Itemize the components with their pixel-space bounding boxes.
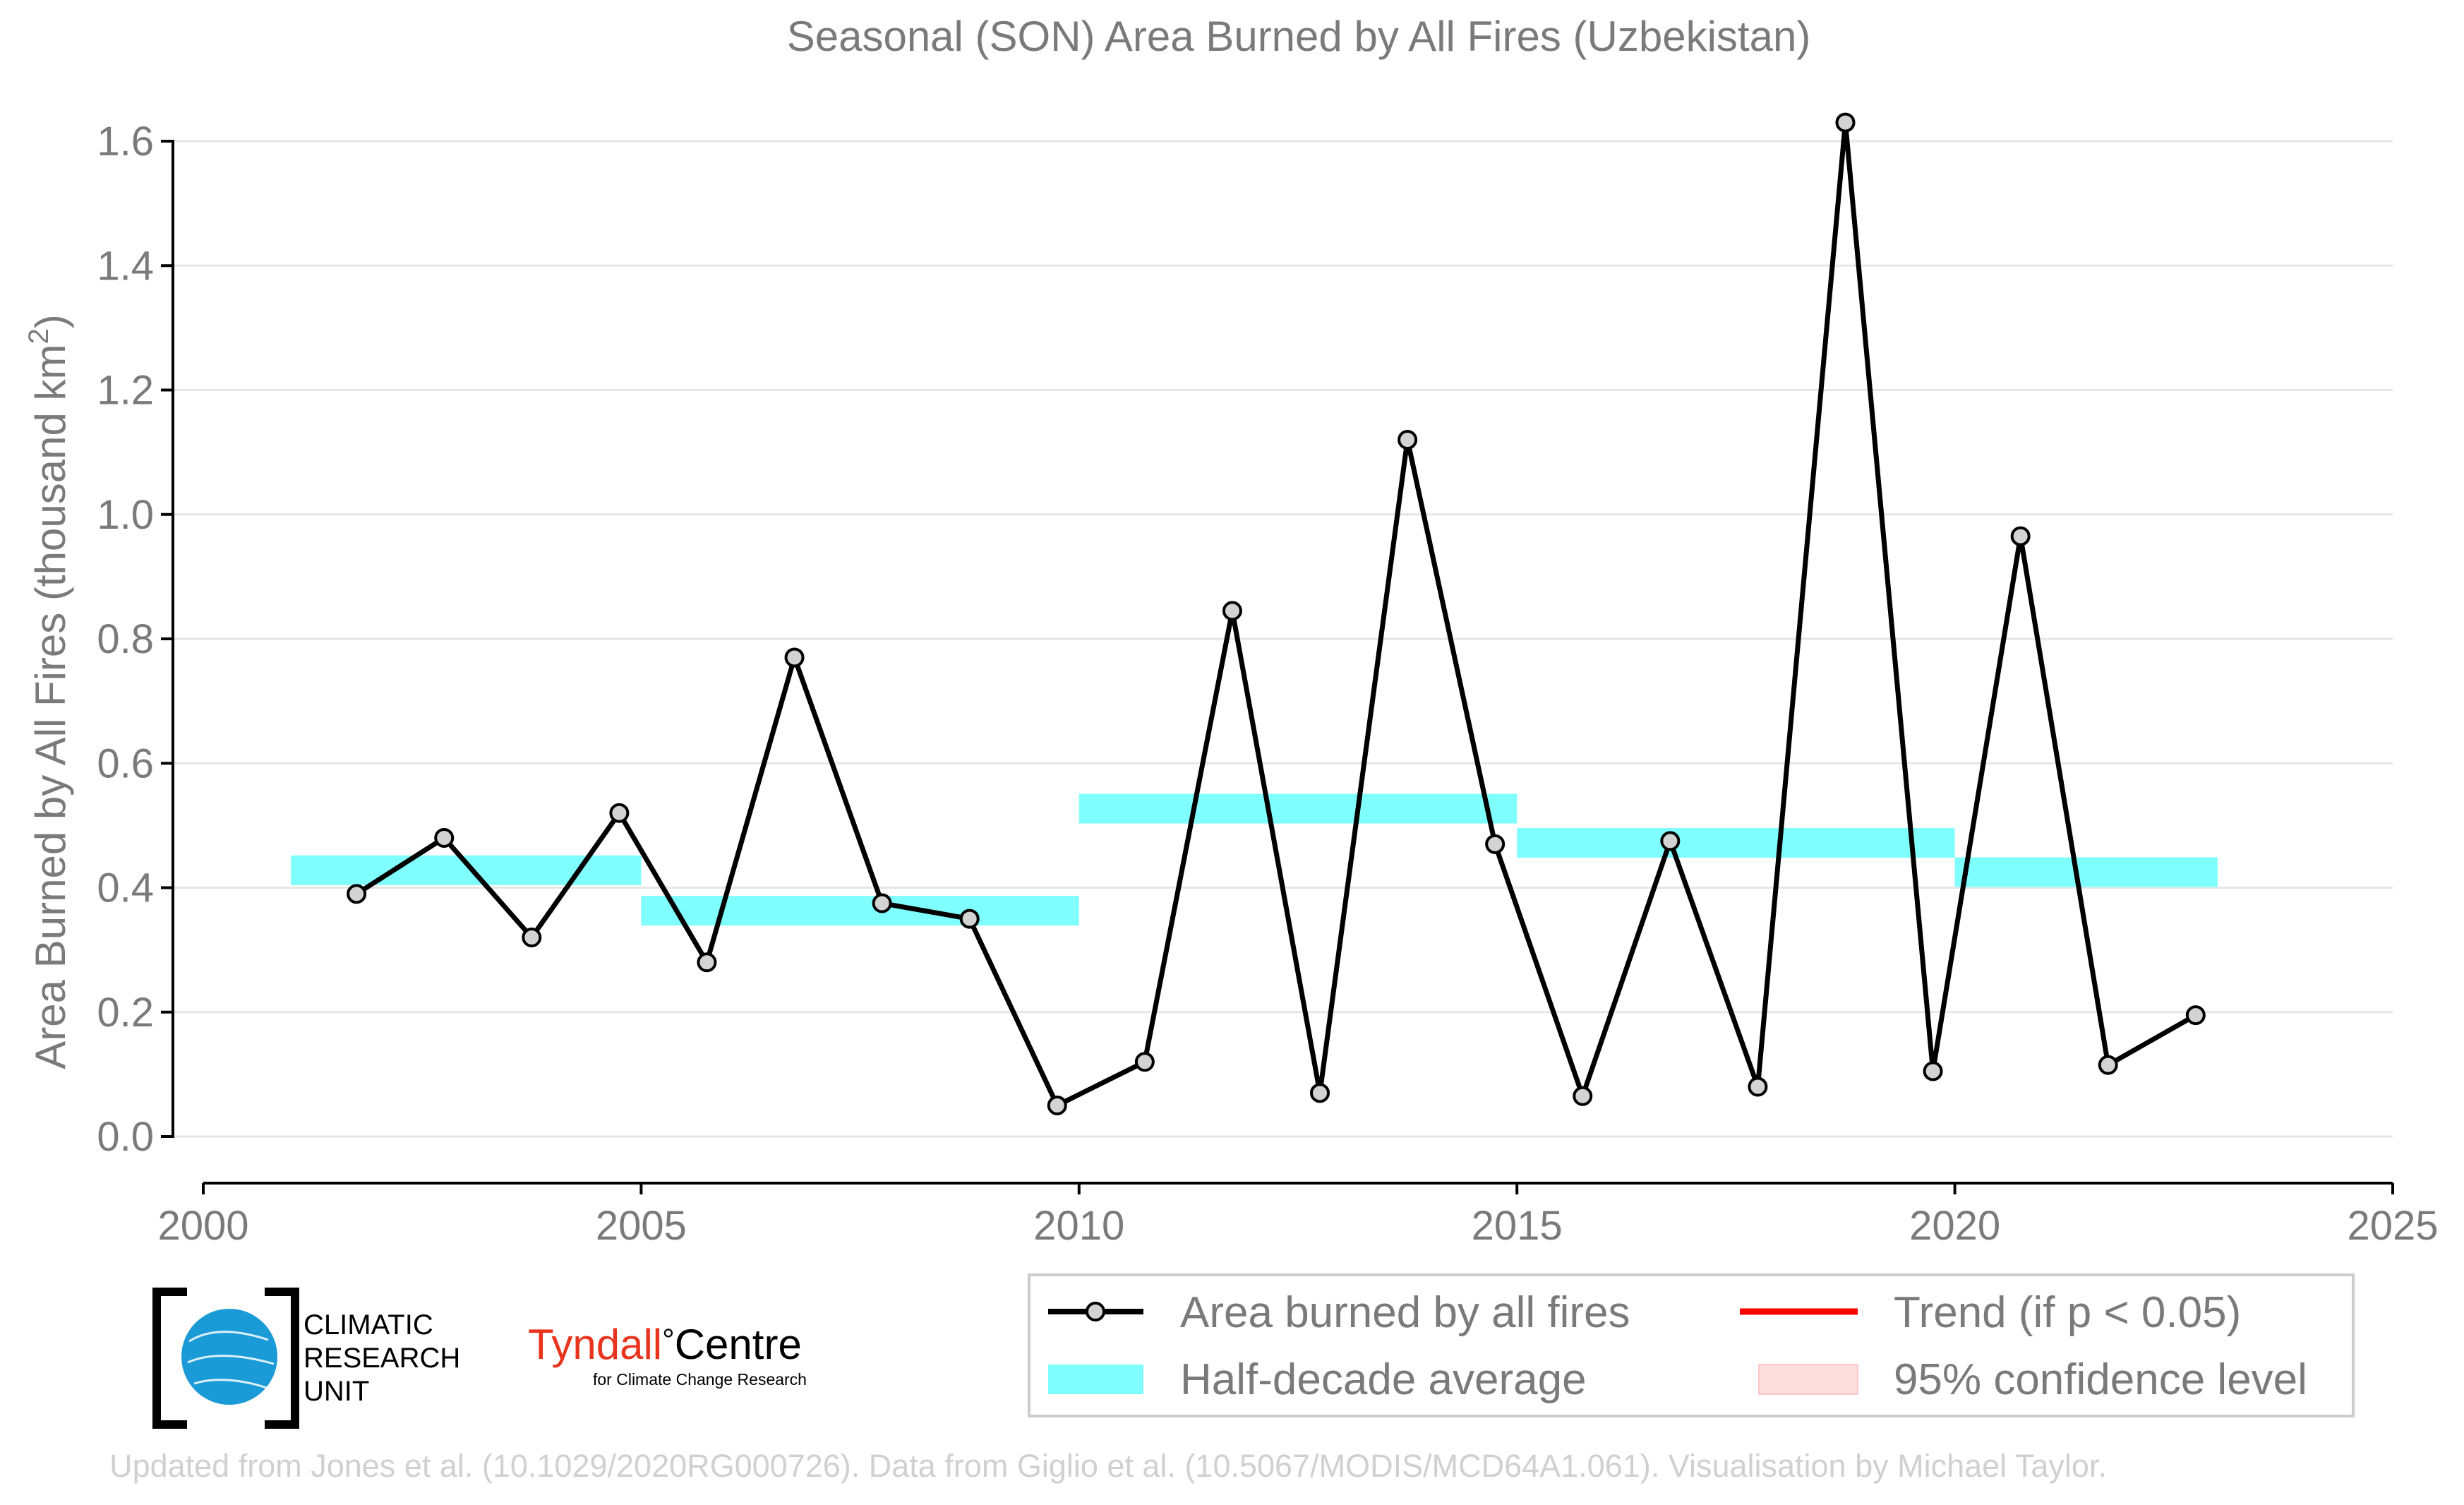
cru-logo: CLIMATIC RESEARCH UNIT	[152, 1288, 460, 1429]
y-tick-label: 0.4	[97, 865, 154, 911]
legend-label-confidence: 95% confidence level	[1894, 1355, 2307, 1404]
legend-label-half-decade: Half-decade average	[1180, 1355, 1587, 1404]
legend-swatch-half-decade	[1048, 1365, 1143, 1394]
data-point	[872, 893, 892, 913]
chart-title: Seasonal (SON) Area Burned by All Fires …	[787, 13, 1811, 60]
data-point	[434, 828, 455, 848]
cru-text-line-1: CLIMATIC	[304, 1309, 433, 1341]
data-point	[784, 647, 805, 668]
grid-lines	[173, 140, 2393, 1138]
x-tick-label: 2010	[1033, 1203, 1124, 1249]
data-point	[1310, 1083, 1330, 1103]
cru-bracket-icon	[152, 1288, 299, 1429]
legend-swatch-confidence	[1758, 1364, 1858, 1395]
data-point	[1398, 430, 1418, 450]
legend: Area burned by all fires Trend (if p < 0…	[1028, 1273, 2355, 1417]
data-point	[697, 952, 717, 973]
x-axis: 2000 2005 2010 2015 2020 2025	[157, 1182, 2439, 1249]
data-point	[1923, 1061, 1943, 1081]
data-point	[1222, 601, 1242, 621]
cru-text-line-2: RESEARCH	[304, 1343, 460, 1374]
half-decade-bar	[1078, 793, 1518, 824]
data-point	[347, 884, 367, 904]
cru-text-line-3: UNIT	[304, 1376, 369, 1407]
data-point	[1573, 1086, 1593, 1106]
tyndall-logo-text: Tyndall°Centre	[528, 1321, 802, 1368]
data-point	[1835, 112, 1856, 133]
data-point	[1047, 1095, 1067, 1115]
y-axis-label: Area Burned by All Fires (thousand km2)	[23, 314, 74, 1069]
legend-swatch-marker	[1086, 1302, 1105, 1321]
data-point	[609, 803, 630, 823]
legend-label-trend: Trend (if p < 0.05)	[1894, 1288, 2241, 1337]
x-tick-label: 2020	[1909, 1203, 2000, 1249]
x-tick-label: 2015	[1472, 1203, 1563, 1249]
y-tick-label: 1.6	[97, 119, 154, 164]
data-point	[2185, 1005, 2206, 1026]
legend-label-area-burned: Area burned by all fires	[1180, 1288, 1630, 1337]
data-point	[522, 928, 542, 947]
cru-globe-swirl	[187, 1331, 275, 1389]
y-axis-label-sup: 2	[23, 328, 54, 344]
data-point	[2098, 1055, 2118, 1075]
tyndall-name: Tyndall	[528, 1321, 662, 1368]
data-point	[959, 909, 980, 929]
y-axis: 0.0 0.2 0.4 0.6 0.8 1.0 1.2 1.4 1.6	[97, 119, 174, 1160]
data-point	[1748, 1077, 1768, 1097]
y-tick-label: 1.4	[97, 243, 154, 289]
tyndall-degree: °	[662, 1323, 675, 1357]
y-tick-label: 1.2	[97, 368, 154, 414]
y-tick-label: 0.2	[97, 990, 154, 1036]
tyndall-centre: Centre	[675, 1321, 802, 1368]
y-tick-label: 0.8	[97, 616, 154, 662]
half-decade-bar	[641, 896, 1079, 926]
series-line	[355, 120, 2197, 1108]
y-axis-label-end: )	[27, 314, 74, 328]
half-decade-average-bars	[291, 793, 2218, 926]
half-decade-bar	[1517, 828, 1955, 858]
tyndall-logo: Tyndall°Centre for Climate Change Resear…	[528, 1321, 807, 1389]
x-tick-label: 2000	[157, 1203, 248, 1249]
legend-box	[1028, 1273, 2355, 1417]
data-point	[1134, 1052, 1155, 1072]
y-tick-label: 0.0	[97, 1114, 154, 1160]
data-point	[1660, 831, 1681, 851]
data-point	[2010, 526, 2031, 546]
y-axis-label-main: Area Burned by All Fires (thousand km	[27, 344, 74, 1069]
y-tick-label: 0.6	[97, 740, 154, 786]
x-tick-label: 2005	[596, 1203, 687, 1249]
data-series	[347, 112, 2206, 1115]
data-point	[1485, 834, 1506, 854]
footer-credit: Updated from Jones et al. (10.1029/2020R…	[109, 1448, 2107, 1484]
tyndall-subtitle: for Climate Change Research	[593, 1370, 807, 1389]
y-tick-label: 1.0	[97, 492, 154, 538]
x-tick-label: 2025	[2347, 1203, 2438, 1249]
half-decade-bar	[1954, 857, 2218, 887]
